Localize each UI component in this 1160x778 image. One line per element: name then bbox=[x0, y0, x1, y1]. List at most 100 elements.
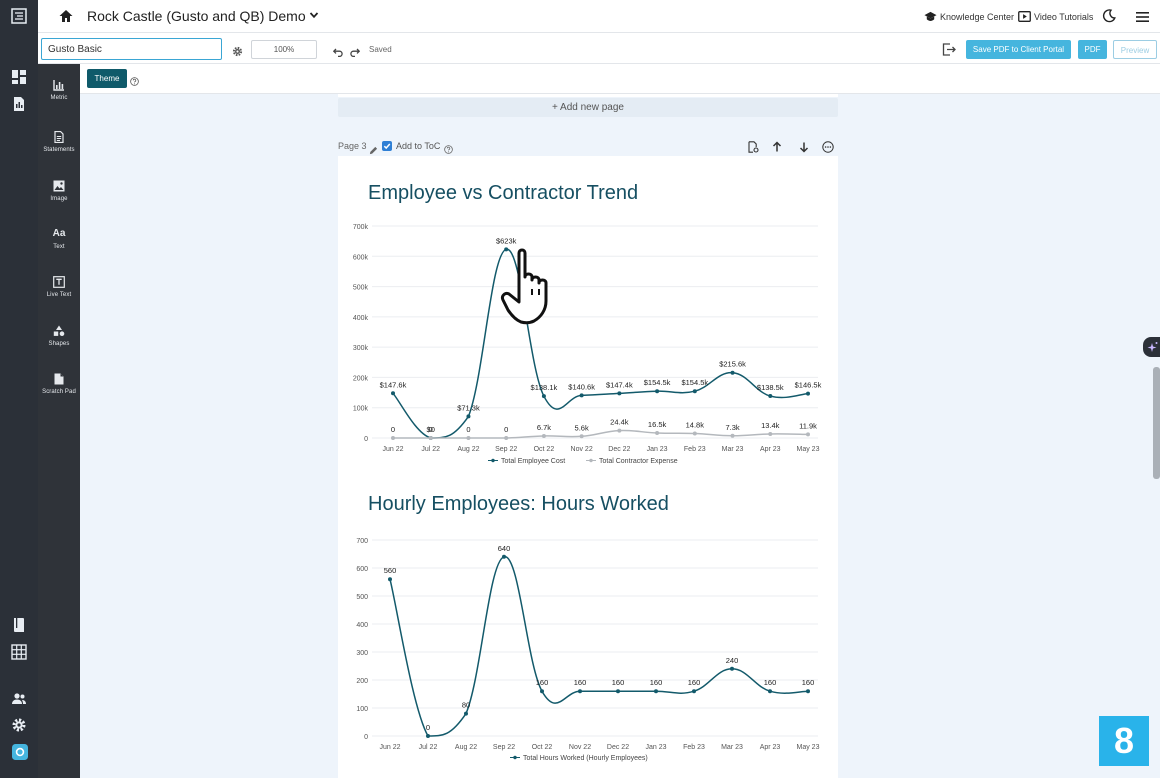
data-label: 160 bbox=[802, 678, 815, 687]
save-pdf-to-portal-button[interactable]: Save PDF to Client Portal bbox=[966, 40, 1071, 59]
legend-label: Total Contractor Expense bbox=[599, 458, 678, 465]
data-label: 7.3k bbox=[725, 423, 739, 432]
settings-icon[interactable] bbox=[11, 717, 27, 733]
y-tick-label: 500k bbox=[353, 285, 369, 292]
x-tick-label: Jan 23 bbox=[647, 446, 668, 453]
theme-button[interactable]: Theme bbox=[87, 69, 127, 88]
book-icon[interactable] bbox=[11, 617, 27, 633]
data-label: $138.1k bbox=[531, 383, 558, 392]
chart-title: Employee vs Contractor Trend bbox=[368, 182, 639, 204]
gear-icon[interactable] bbox=[232, 44, 243, 57]
collapse-menu-icon[interactable] bbox=[11, 8, 27, 24]
undo-icon[interactable] bbox=[332, 44, 343, 58]
integration-icon[interactable] bbox=[12, 744, 28, 760]
dashboard-icon[interactable] bbox=[11, 69, 27, 85]
app-rail bbox=[0, 0, 38, 778]
x-tick-label: Apr 23 bbox=[760, 446, 781, 453]
home-icon[interactable] bbox=[58, 8, 74, 24]
tools-sidebar: Metric Statements Image Aa Text Live Tex… bbox=[38, 64, 80, 778]
x-tick-label: Jun 22 bbox=[382, 446, 403, 453]
y-tick-label: 400 bbox=[356, 622, 368, 629]
x-tick-label: Nov 22 bbox=[571, 446, 593, 453]
data-point bbox=[692, 689, 696, 694]
template-name-input[interactable] bbox=[41, 38, 222, 60]
redo-icon[interactable] bbox=[350, 44, 361, 58]
data-label: 160 bbox=[536, 678, 549, 687]
move-page-down-icon[interactable] bbox=[798, 140, 810, 153]
data-label: 14.8k bbox=[686, 421, 705, 430]
pdf-button[interactable]: PDF bbox=[1078, 40, 1107, 59]
y-tick-label: 200k bbox=[353, 375, 369, 382]
y-tick-label: 0 bbox=[364, 734, 368, 741]
x-tick-label: Mar 23 bbox=[722, 446, 744, 453]
data-point bbox=[579, 434, 584, 439]
data-label: $147.4k bbox=[606, 380, 633, 389]
add-to-toc-checkbox[interactable] bbox=[382, 141, 392, 151]
vertical-scrollbar[interactable] bbox=[1153, 367, 1160, 479]
statements-icon bbox=[54, 131, 64, 143]
hand-pointer-icon bbox=[497, 243, 561, 327]
data-label: 0 bbox=[429, 425, 433, 434]
hourly-hours-worked-chart[interactable]: 0 100 200 300 400 500 600 700 Jun 22 Jul 22 Aug 22… bbox=[338, 156, 838, 778]
y-tick-label: 100 bbox=[356, 706, 368, 713]
dark-mode-icon[interactable] bbox=[1102, 9, 1116, 23]
y-tick-label: 100k bbox=[353, 406, 369, 413]
company-title: Rock Castle (Gusto and QB) Demo bbox=[87, 8, 306, 24]
data-label: $623k bbox=[496, 236, 517, 245]
data-label: 24.4k bbox=[610, 418, 629, 427]
tool-shapes[interactable]: Shapes bbox=[38, 325, 80, 347]
data-point bbox=[730, 666, 734, 671]
data-point bbox=[655, 389, 660, 394]
ai-assistant-tab[interactable] bbox=[1143, 337, 1160, 357]
data-point bbox=[541, 394, 546, 399]
data-point bbox=[428, 436, 433, 440]
pencil-icon[interactable] bbox=[369, 142, 378, 155]
grid-icon[interactable] bbox=[11, 644, 27, 660]
x-tick-label: Apr 23 bbox=[760, 744, 781, 751]
tool-image[interactable]: Image bbox=[38, 180, 80, 202]
hamburger-menu-icon[interactable] bbox=[1136, 10, 1149, 22]
shapes-icon bbox=[53, 325, 65, 336]
data-point bbox=[504, 247, 509, 252]
data-point bbox=[502, 554, 506, 559]
tool-metric[interactable]: Metric bbox=[38, 79, 80, 101]
y-tick-label: 600k bbox=[353, 254, 369, 261]
data-point bbox=[768, 689, 772, 694]
help-icon[interactable] bbox=[444, 141, 453, 154]
data-label: $146.5k bbox=[795, 381, 822, 390]
step-number-badge: 8 bbox=[1099, 716, 1149, 766]
users-icon[interactable] bbox=[11, 691, 27, 707]
x-tick-label: Jul 22 bbox=[421, 446, 440, 453]
data-point bbox=[616, 689, 620, 694]
data-point bbox=[466, 436, 471, 440]
x-tick-label: Nov 22 bbox=[569, 744, 591, 751]
zoom-input[interactable]: 100% bbox=[251, 40, 317, 59]
video-tutorials-link[interactable]: Video Tutorials bbox=[1018, 10, 1093, 23]
tool-text[interactable]: Aa Text bbox=[38, 228, 80, 250]
tool-scratch-pad[interactable]: Scratch Pad bbox=[38, 373, 80, 395]
image-icon bbox=[53, 180, 65, 192]
preview-button[interactable]: Preview bbox=[1113, 40, 1157, 59]
export-icon[interactable] bbox=[942, 43, 956, 56]
data-label: 6.7k bbox=[537, 423, 551, 432]
data-label: 160 bbox=[574, 678, 587, 687]
data-label: 0 bbox=[426, 723, 430, 732]
tool-live-text[interactable]: Live Text bbox=[38, 276, 80, 298]
saved-status: Saved bbox=[369, 45, 392, 54]
data-label: 560 bbox=[384, 566, 397, 575]
series-line bbox=[392, 429, 809, 439]
reports-icon[interactable] bbox=[11, 96, 27, 112]
data-point bbox=[692, 389, 697, 394]
data-point bbox=[768, 394, 773, 399]
data-label: 16.5k bbox=[648, 420, 667, 429]
page-settings-icon[interactable] bbox=[747, 140, 759, 153]
more-options-icon[interactable] bbox=[822, 140, 834, 153]
company-selector[interactable]: Rock Castle (Gusto and QB) Demo bbox=[87, 8, 319, 24]
data-label: 160 bbox=[612, 678, 625, 687]
add-new-page-button[interactable]: + Add new page bbox=[338, 98, 838, 117]
move-page-up-icon[interactable] bbox=[771, 140, 783, 152]
tool-statements[interactable]: Statements bbox=[38, 131, 80, 153]
knowledge-center-link[interactable]: Knowledge Center bbox=[924, 10, 1014, 23]
employee-vs-contractor-chart[interactable]: 0 100k 200k 300k 400k 500k 600k 700k Jun 22 Jul 2… bbox=[338, 156, 838, 486]
help-icon[interactable] bbox=[130, 73, 139, 86]
